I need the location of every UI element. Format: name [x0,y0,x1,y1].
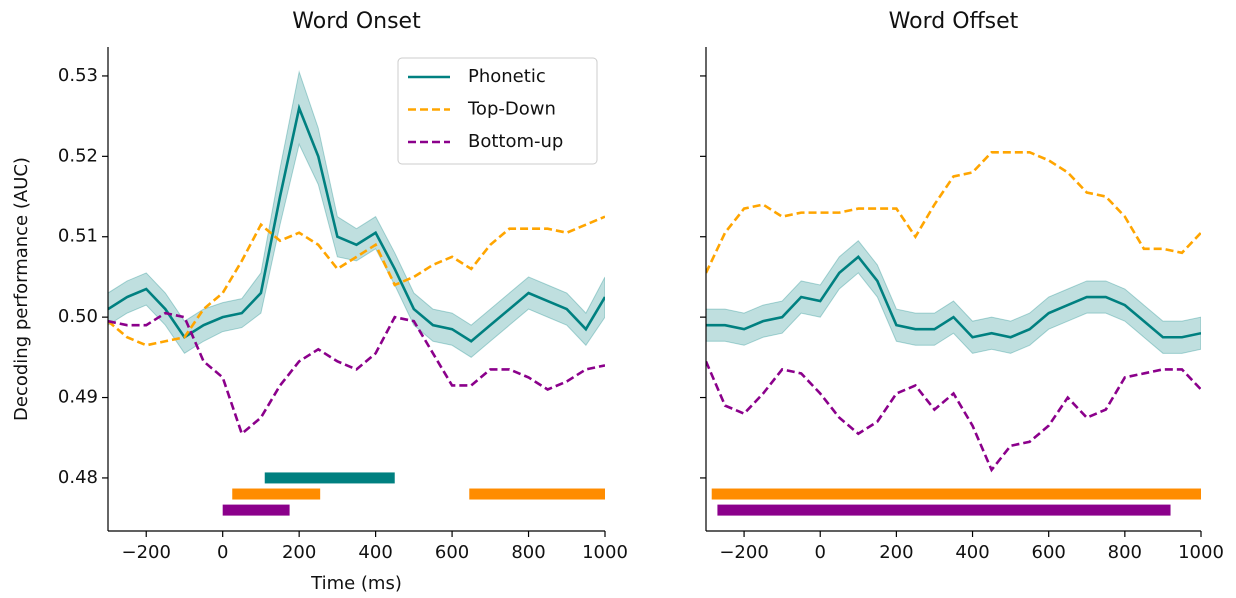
x-tick-label: 800 [511,542,545,563]
significance-bar [711,488,1201,500]
x-tick-label: −200 [122,542,171,563]
legend-label: Top-Down [467,99,556,120]
x-tick-label: 0 [217,542,228,563]
x-tick-label: −200 [719,542,768,563]
y-tick-label: 0.48 [58,467,98,488]
x-tick-label: 200 [879,542,913,563]
series-line [108,311,605,436]
x-tick-label: 200 [282,542,316,563]
x-tick-label: 800 [1108,542,1142,563]
series-line [706,151,1201,274]
y-tick-label: 0.52 [58,145,98,166]
significance-bar [232,488,321,500]
plot-area [706,151,1201,516]
significance-bar [264,472,395,484]
chart-title: Word Offset [889,9,1019,34]
error-band [706,240,1201,354]
x-tick-label: 400 [358,542,392,563]
y-tick-label: 0.49 [58,387,98,408]
series-line [108,215,605,347]
y-tick-label: 0.53 [58,65,98,86]
x-tick-label: 400 [955,542,989,563]
x-tick-label: 0 [815,542,826,563]
x-axis-label: Time (ms) [310,573,402,594]
error-band [108,69,605,358]
y-tick-label: 0.50 [58,306,98,327]
legend-box [397,57,598,165]
significance-bar [717,504,1171,516]
legend-label: Bottom-up [468,131,563,152]
series-line [706,254,1201,339]
legend-label: Phonetic [468,66,546,87]
significance-bar [469,488,605,500]
x-tick-label: 600 [1032,542,1066,563]
x-tick-label: 1000 [582,542,628,563]
plot-area [108,69,605,516]
chart-title: Word Onset [292,9,421,34]
x-tick-label: 1000 [1178,542,1224,563]
x-tick-label: 600 [435,542,469,563]
significance-bar [222,504,290,516]
y-tick-label: 0.51 [58,226,98,247]
series-line [706,360,1201,473]
y-axis-label: Decoding performance (AUC) [11,157,32,421]
